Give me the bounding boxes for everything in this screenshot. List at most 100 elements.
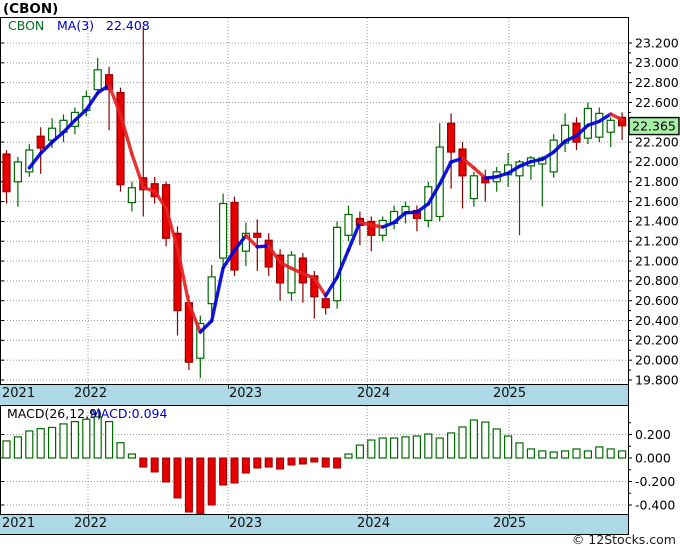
y-axis-label: 22.800 bbox=[635, 75, 679, 90]
year-label: 2023 bbox=[229, 386, 263, 401]
y-axis-label: 23.200 bbox=[635, 35, 679, 50]
ma-segment bbox=[221, 248, 237, 270]
ma-segment bbox=[164, 206, 180, 251]
macd-bar bbox=[264, 457, 273, 468]
macd-bar bbox=[583, 450, 593, 459]
macd-bar bbox=[104, 420, 114, 459]
y-axis-label: 21.800 bbox=[635, 174, 679, 189]
macd-bar bbox=[93, 416, 102, 459]
macd-bar bbox=[333, 457, 342, 469]
macd-bar bbox=[287, 457, 296, 466]
macd-bar bbox=[447, 432, 456, 459]
macd-bar bbox=[2, 440, 11, 459]
last-price-marker-box bbox=[628, 116, 680, 136]
y-axis-label: 22.600 bbox=[635, 95, 679, 110]
ma-segment bbox=[460, 156, 476, 170]
candle-body bbox=[253, 232, 262, 238]
candle-body bbox=[447, 122, 456, 153]
candle-body bbox=[287, 254, 296, 294]
ma-segment bbox=[118, 112, 134, 156]
candle-body bbox=[127, 187, 136, 204]
ma-segment bbox=[540, 150, 556, 162]
y-axis-label: 21.400 bbox=[635, 214, 679, 229]
ma-segment bbox=[278, 260, 294, 271]
macd-bar bbox=[355, 444, 364, 459]
y-axis-label: 21.000 bbox=[635, 253, 679, 268]
ma-segment bbox=[483, 175, 499, 180]
macd-bar bbox=[207, 457, 216, 506]
ma-segment bbox=[392, 211, 408, 225]
macd-bar bbox=[617, 450, 627, 459]
macd-panel-canvas: 0.200 0.000 -0.200 -0.400 MACD(26,12,9) MAC… bbox=[0, 405, 675, 515]
price-legend-ma-label: MA(3) bbox=[57, 18, 94, 33]
macd-legend-value: MACD:0.094 bbox=[90, 406, 168, 421]
ma-segment bbox=[495, 171, 510, 179]
copyright: © 12Stocks.com bbox=[571, 532, 676, 546]
y-axis-label: -0.200 bbox=[635, 474, 675, 489]
macd-bar bbox=[526, 448, 536, 459]
macd-bar bbox=[162, 457, 171, 483]
year-tick bbox=[88, 385, 89, 389]
macd-bar bbox=[572, 448, 581, 459]
ma-segment bbox=[50, 130, 66, 144]
price-legend-symbol: CBON bbox=[8, 18, 44, 33]
candle-body bbox=[321, 298, 330, 309]
ma-segment bbox=[27, 151, 43, 170]
candle-body bbox=[617, 116, 627, 127]
ma-line bbox=[27, 83, 624, 334]
macd-bar bbox=[481, 421, 490, 459]
ma-segment bbox=[289, 266, 305, 276]
macd-bar bbox=[196, 457, 205, 515]
macd-legend-label: MACD(26,12,9) bbox=[7, 406, 102, 421]
macd-bar bbox=[184, 457, 193, 513]
year-label: 2024 bbox=[357, 386, 391, 401]
y-axis-label: 20.200 bbox=[635, 333, 679, 348]
macd-bar bbox=[230, 457, 239, 484]
candle-body bbox=[367, 220, 376, 236]
candle-body bbox=[2, 153, 11, 193]
ma-segment bbox=[255, 244, 271, 249]
year-tick bbox=[228, 385, 229, 389]
macd-bar bbox=[59, 423, 68, 459]
year-tick bbox=[367, 385, 368, 389]
ma-segment bbox=[198, 319, 214, 334]
price-y-axis: 23.20023.00022.80022.60022.40022.20022.0… bbox=[0, 35, 679, 385]
ma-segment bbox=[84, 91, 100, 112]
ma-segment bbox=[381, 220, 396, 229]
year-label: 2021 bbox=[2, 516, 36, 531]
macd-bar bbox=[116, 442, 125, 459]
ma-segment bbox=[95, 83, 111, 95]
ma-segment bbox=[187, 301, 203, 334]
ma-segment bbox=[449, 156, 465, 164]
price-chart-layers: 23.20023.00022.80022.60022.40022.20022.0… bbox=[0, 17, 679, 385]
price-legend-ma-value: 22.408 bbox=[106, 18, 150, 33]
y-axis-label: 22.000 bbox=[635, 154, 679, 169]
y-axis-label: -0.400 bbox=[635, 497, 675, 512]
macd-bar bbox=[219, 457, 228, 486]
macd-bar bbox=[25, 430, 34, 459]
macd-bar bbox=[435, 437, 444, 459]
macd-bar bbox=[173, 457, 182, 499]
ma-segment bbox=[39, 140, 54, 156]
macd-bar bbox=[150, 457, 159, 473]
year-tick bbox=[228, 515, 229, 519]
last-price-marker-value: 22.365 bbox=[632, 118, 676, 133]
candle-body bbox=[595, 112, 604, 138]
macd-bar bbox=[606, 448, 615, 459]
macd-bar bbox=[276, 457, 285, 470]
macd-bar bbox=[595, 446, 604, 459]
year-label: 2025 bbox=[493, 516, 527, 531]
candle-body bbox=[36, 135, 45, 149]
ma-segment bbox=[517, 159, 533, 168]
candle-body bbox=[196, 322, 205, 359]
year-label: 2022 bbox=[74, 516, 108, 531]
ma-segment bbox=[130, 152, 146, 190]
year-label: 2025 bbox=[493, 386, 527, 401]
year-label: 2021 bbox=[2, 386, 36, 401]
macd-bar bbox=[82, 418, 91, 459]
macd-bar bbox=[549, 451, 558, 459]
candle-body bbox=[276, 254, 285, 284]
ma-segment bbox=[574, 123, 590, 138]
macd-bar bbox=[401, 436, 410, 459]
ma-segment bbox=[335, 248, 351, 279]
